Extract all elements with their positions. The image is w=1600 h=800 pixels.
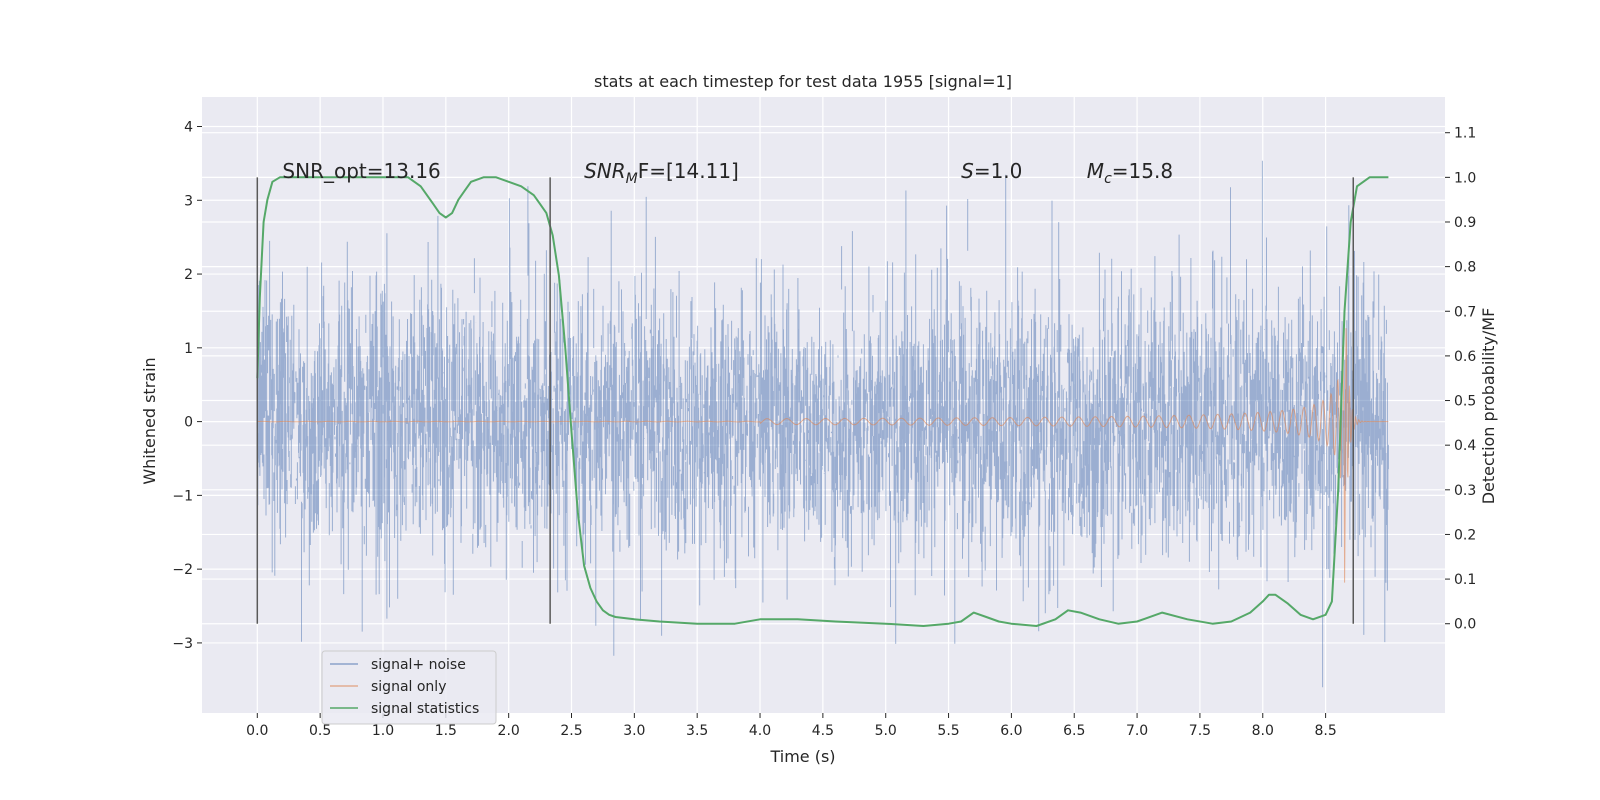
series-signal-only: [257, 328, 1389, 583]
x-axis-label: Time (s): [769, 747, 835, 766]
y-tick-label: −3: [172, 636, 193, 652]
annotation-3: Mc=15.8: [1087, 159, 1173, 187]
legend-label-noise: signal+ noise: [371, 657, 466, 673]
y2-tick-label: 0.7: [1454, 304, 1476, 320]
x-tick-label: 2.0: [498, 723, 520, 739]
legend-label-signal: signal only: [371, 679, 446, 695]
legend-label-statistics: signal statistics: [371, 701, 479, 717]
y-tick-label: 1: [184, 341, 193, 357]
x-tick-label: 7.0: [1126, 723, 1148, 739]
x-tick-label: 3.0: [623, 723, 645, 739]
y2-tick-label: 0.2: [1454, 527, 1476, 543]
y2-tick-label: 0.8: [1454, 260, 1476, 276]
y-axis-label: Whitened strain: [140, 357, 159, 484]
y2-axis-label: Detection probability/MF: [1479, 308, 1498, 505]
x-tick-label: 0.0: [246, 723, 268, 739]
x-tick-label: 5.0: [875, 723, 897, 739]
x-tick-label: 6.5: [1063, 723, 1085, 739]
annotation-0: SNR_opt=13.16: [282, 159, 440, 183]
legend-box: [321, 650, 497, 725]
y2-tick-label: 0.6: [1454, 349, 1476, 365]
vertical-markers: [256, 177, 1355, 624]
y2-tick-label: 0.4: [1454, 438, 1476, 454]
series-signal-statistics: [256, 176, 1389, 627]
y2-tick-label: 0.0: [1454, 617, 1476, 633]
y2-tick-label: 0.3: [1454, 483, 1476, 499]
y-tick-label: 4: [184, 120, 193, 136]
y2-tick-label: 1.0: [1454, 170, 1476, 186]
y-tick-label: −1: [172, 488, 193, 504]
chart-title: stats at each timestep for test data 195…: [594, 72, 1012, 91]
x-tick-label: 4.0: [749, 723, 771, 739]
x-tick-label: 3.5: [686, 723, 708, 739]
annotations: SNR_opt=13.16 SNRMF=[14.11] S=1.0 Mc=15.8: [282, 159, 1173, 187]
legend: signal+ noise signal only signal statist…: [321, 650, 497, 725]
x-tick-label: 0.5: [309, 723, 331, 739]
y-tick-label: 3: [184, 193, 193, 209]
x-tick-label: 1.0: [372, 723, 394, 739]
x-tick-label: 4.5: [812, 723, 834, 739]
y2-tick-label: 1.1: [1454, 126, 1476, 142]
y2-tick-label: 0.9: [1454, 215, 1476, 231]
annotation-1: SNRMF=[14.11]: [584, 159, 739, 187]
x-tick-label: 7.5: [1189, 723, 1211, 739]
y2-tick-label: 0.5: [1454, 394, 1476, 410]
x-tick-label: 6.0: [1000, 723, 1022, 739]
y-tick-label: 0: [184, 415, 193, 431]
y-tick-label: 2: [184, 267, 193, 283]
x-tick-label: 5.5: [937, 723, 959, 739]
x-tick-label: 2.5: [560, 723, 582, 739]
y-tick-label: −2: [172, 562, 193, 578]
x-tick-label: 8.0: [1252, 723, 1274, 739]
ticks: 0.0 0.5 1.0 1.5 2.0 2.5 3.0 3.5 4.0 4.5 5.0 5.5 6.0 6…: [172, 120, 1476, 739]
x-tick-label: 8.5: [1314, 723, 1336, 739]
y2-tick-label: 0.1: [1454, 572, 1476, 588]
annotation-2: S=1.0: [961, 159, 1022, 183]
x-tick-label: 1.5: [435, 723, 457, 739]
